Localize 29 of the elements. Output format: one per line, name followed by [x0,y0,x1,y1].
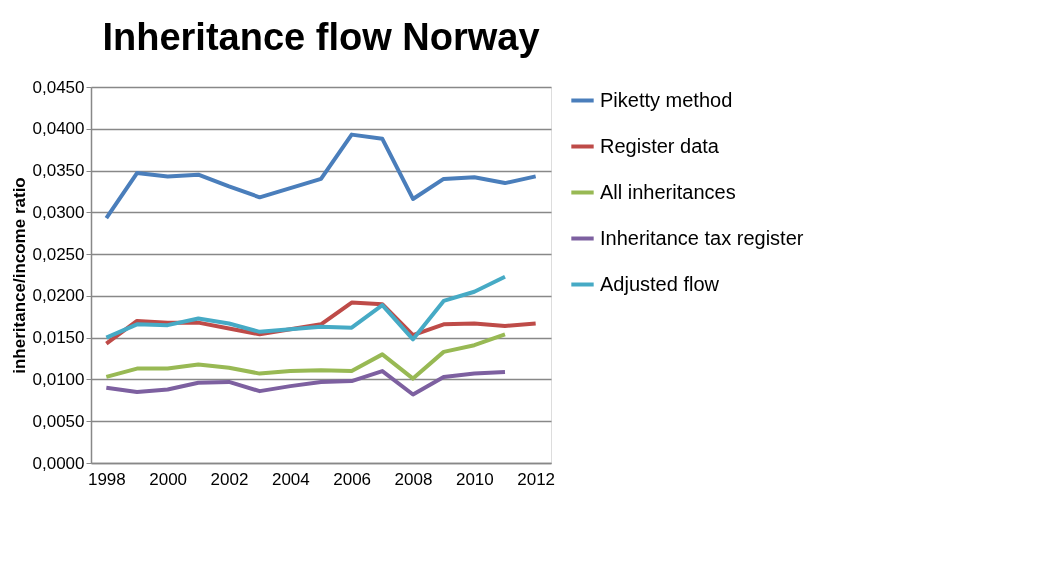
x-tick-label: 2010 [455,469,494,489]
x-tick-label: 2002 [210,469,249,489]
x-tick-label: 2008 [394,469,433,489]
y-tick-label: 0,0450 [32,77,85,97]
chart-title: Inheritance flow Norway [102,16,540,58]
y-tick-label: 0,0050 [32,411,85,431]
x-tick-label: 1998 [87,469,126,489]
legend-label: Inheritance tax register [600,226,804,249]
y-tick-label: 0,0350 [32,161,85,181]
x-tick-label: 2000 [149,469,188,489]
legend-label: All inheritances [600,180,736,203]
y-tick-label: 0,0250 [32,244,85,264]
x-tick-label: 2006 [333,469,372,489]
y-tick-label: 0,0000 [32,453,85,473]
line-series [104,274,507,342]
y-tick-label: 0,0300 [32,202,85,222]
y-tick-label: 0,0200 [32,286,85,306]
x-tick-label: 2012 [517,469,556,489]
y-tick-label: 0,0100 [32,369,85,389]
y-tick-label: 0,0150 [32,328,85,348]
legend-label: Piketty method [600,88,733,111]
legend-label: Adjusted flow [600,272,720,295]
y-tick-label: 0,0400 [32,119,85,139]
line-series [104,369,507,397]
line-series [104,132,538,221]
line-series [104,332,507,381]
x-tick-label: 2004 [271,469,310,489]
legend-label: Register data [600,134,720,157]
y-axis-title: inheritance/income ratio [9,177,29,374]
